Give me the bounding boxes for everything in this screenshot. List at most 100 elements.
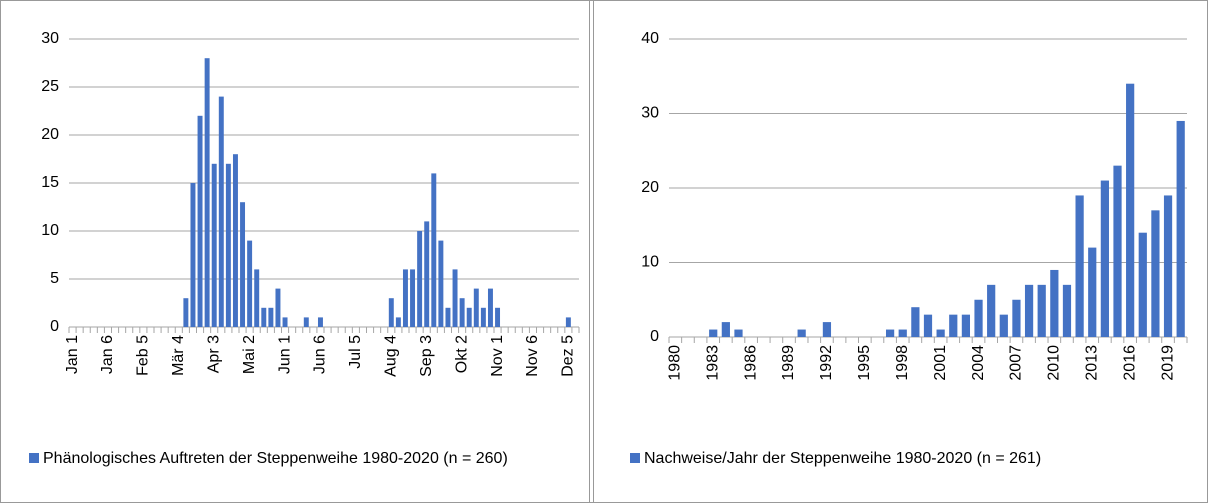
legend: Phänologisches Auftreten der Steppenweih… xyxy=(29,447,529,471)
bar xyxy=(1062,284,1072,337)
legend-swatch xyxy=(630,453,640,463)
bar xyxy=(974,299,983,337)
bar xyxy=(487,288,493,327)
bar xyxy=(459,298,465,327)
bar xyxy=(495,307,501,327)
legend-label: Nachweise/Jahr der Steppenweihe 1980-202… xyxy=(644,450,1042,467)
x-tick-label: 1989 xyxy=(780,345,797,381)
bar xyxy=(417,231,423,327)
bar xyxy=(923,314,933,337)
bar xyxy=(247,240,253,327)
bar xyxy=(1163,195,1173,337)
y-tick-label: 10 xyxy=(41,222,59,239)
legend-swatch xyxy=(29,453,39,463)
bar xyxy=(431,173,437,327)
bar xyxy=(218,96,224,327)
bar xyxy=(261,307,267,327)
bar xyxy=(211,163,217,327)
bar xyxy=(936,329,945,337)
x-tick-label: 2019 xyxy=(1159,345,1176,381)
bar xyxy=(225,163,231,327)
x-tick-label: Feb 5 xyxy=(135,335,152,376)
chart-panel: 0 5 10 15 20 25 30 Jan 1 Jan 6 Feb 5 Mär 4 Apr 3 Mai… xyxy=(1,1,590,502)
bar xyxy=(1050,269,1059,337)
x-tick-label: 2013 xyxy=(1083,345,1100,381)
bar xyxy=(911,307,920,337)
x-tick-label: Sep 3 xyxy=(418,335,435,377)
x-tick-label: Jul 5 xyxy=(347,335,364,369)
legend-label: Phänologisches Auftreten der Steppenweih… xyxy=(43,450,508,467)
x-tick-label: 2004 xyxy=(970,345,987,381)
bar xyxy=(197,115,203,327)
bar xyxy=(282,317,288,327)
bar xyxy=(961,314,971,337)
x-tick-label: Okt 2 xyxy=(453,335,470,373)
bar xyxy=(438,240,444,327)
x-tick-label: Jun 1 xyxy=(276,335,293,374)
bar xyxy=(999,314,1008,337)
bar xyxy=(424,221,430,327)
bar xyxy=(822,322,832,337)
x-tick-label: 2016 xyxy=(1121,345,1138,381)
chart: 0 10 20 30 40 1980 1983 1986 1989 1992 1995 1998 200… xyxy=(641,30,1188,381)
bar xyxy=(254,269,260,327)
x-tick-label: Nov 6 xyxy=(524,335,541,377)
bar xyxy=(885,329,895,337)
y-tick-label: 15 xyxy=(41,174,59,191)
legend: Nachweise/Jahr der Steppenweihe 1980-202… xyxy=(630,447,1100,471)
bar xyxy=(709,329,718,337)
x-tick-label: 1995 xyxy=(856,345,873,381)
y-tick-label: 0 xyxy=(50,318,59,335)
x-tick-label: 1992 xyxy=(818,345,835,381)
bar xyxy=(445,307,451,327)
y-tick-label: 10 xyxy=(641,254,659,271)
bar xyxy=(1113,165,1122,337)
bar xyxy=(402,269,408,327)
chart: 0 5 10 15 20 25 30 Jan 1 Jan 6 Feb 5 Mär 4 Apr 3 Mai… xyxy=(41,30,580,377)
bar xyxy=(395,317,401,327)
y-tick-label: 30 xyxy=(41,30,59,47)
bar xyxy=(410,269,416,327)
bar xyxy=(1012,299,1021,337)
bar xyxy=(232,154,238,327)
x-tick-label: Aug 4 xyxy=(383,335,400,377)
bar xyxy=(949,314,958,337)
bar xyxy=(452,269,458,327)
x-tick-label: 2007 xyxy=(1008,345,1025,381)
y-tick-label: 40 xyxy=(641,30,659,47)
y-tick-label: 20 xyxy=(641,179,659,196)
bar xyxy=(317,317,323,327)
chart-panel: 0 10 20 30 40 1980 1983 1986 1989 1992 1995 1998 200… xyxy=(593,1,1207,502)
x-tick-label: 2001 xyxy=(932,345,949,381)
bar xyxy=(1075,195,1084,337)
bar xyxy=(898,329,907,337)
bar xyxy=(303,317,309,327)
bar xyxy=(1024,284,1034,337)
bar xyxy=(797,329,806,337)
bar xyxy=(275,288,281,327)
x-tick-label: Jan 6 xyxy=(99,335,116,374)
bar xyxy=(466,307,472,327)
bar xyxy=(268,307,274,327)
x-tick-label: Mai 2 xyxy=(241,335,258,374)
bar xyxy=(1037,284,1046,337)
bar xyxy=(721,322,730,337)
bar xyxy=(565,317,571,327)
y-tick-label: 5 xyxy=(50,270,59,287)
bar xyxy=(1126,83,1135,337)
bar xyxy=(480,307,486,327)
bar xyxy=(240,202,246,327)
bar xyxy=(1151,210,1160,337)
bar xyxy=(473,288,479,327)
bar xyxy=(190,183,196,327)
x-tick-label: Dez 5 xyxy=(560,335,577,377)
bar xyxy=(987,284,996,337)
bar xyxy=(734,329,743,337)
x-tick-label: 1983 xyxy=(704,345,721,381)
bar xyxy=(388,298,394,327)
y-tick-label: 0 xyxy=(650,328,659,345)
bar xyxy=(1176,120,1185,337)
x-tick-label: 2010 xyxy=(1046,345,1063,381)
x-tick-label: Nov 1 xyxy=(489,335,506,377)
